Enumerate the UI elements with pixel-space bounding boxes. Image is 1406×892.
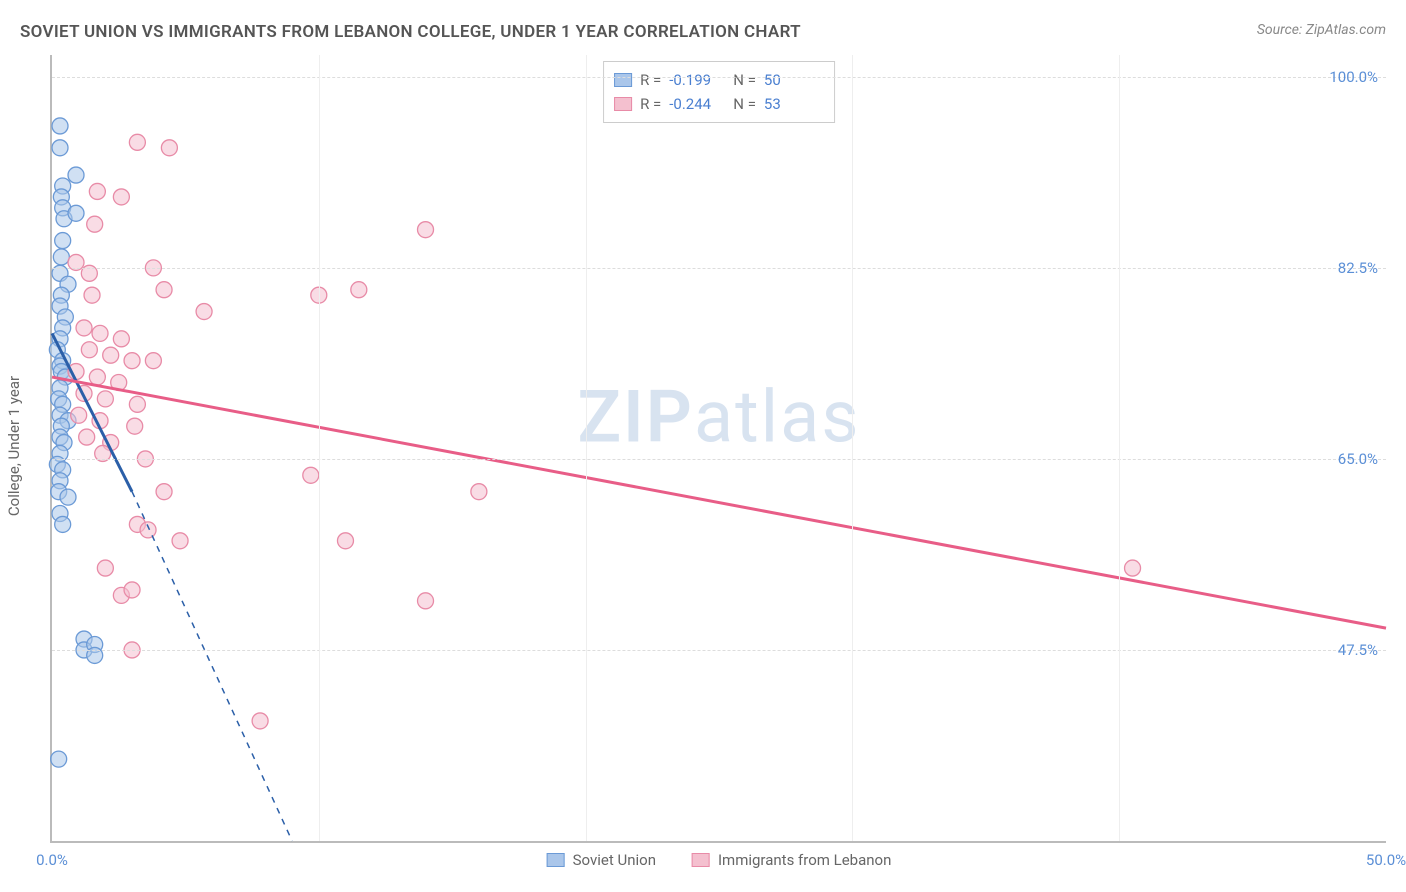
legend-item-blue: Soviet Union [547,851,656,869]
gridline-v [852,55,853,841]
y-tick-label: 47.5% [1338,641,1378,659]
x-tick-label: 50.0% [1366,851,1406,869]
y-axis-title: College, Under 1 year [5,376,23,516]
gridline-h [52,650,1386,651]
chart-title: SOVIET UNION VS IMMIGRANTS FROM LEBANON … [20,22,801,42]
gridline-h [52,77,1386,78]
legend-label-pink: Immigrants from Lebanon [718,851,891,869]
x-tick-label: 0.0% [36,851,68,869]
legend-label-blue: Soviet Union [573,851,656,869]
y-tick-label: 100.0% [1329,68,1378,86]
swatch-pink-icon [692,853,710,867]
gridline-h [52,268,1386,269]
y-tick-label: 82.5% [1338,259,1378,277]
series-legend: Soviet Union Immigrants from Lebanon [547,851,892,869]
gridline-v [1119,55,1120,841]
y-tick-label: 65.0% [1338,450,1378,468]
swatch-blue-icon [547,853,565,867]
legend-item-pink: Immigrants from Lebanon [692,851,891,869]
plot-area: ZIPatlas R = -0.199 N = 50 R = -0.244 N … [50,55,1386,843]
gridline-h [52,459,1386,460]
source-label: Source: ZipAtlas.com [1257,22,1386,38]
scatter-svg [52,55,1386,841]
gridline-v [586,55,587,841]
gridline-v [319,55,320,841]
